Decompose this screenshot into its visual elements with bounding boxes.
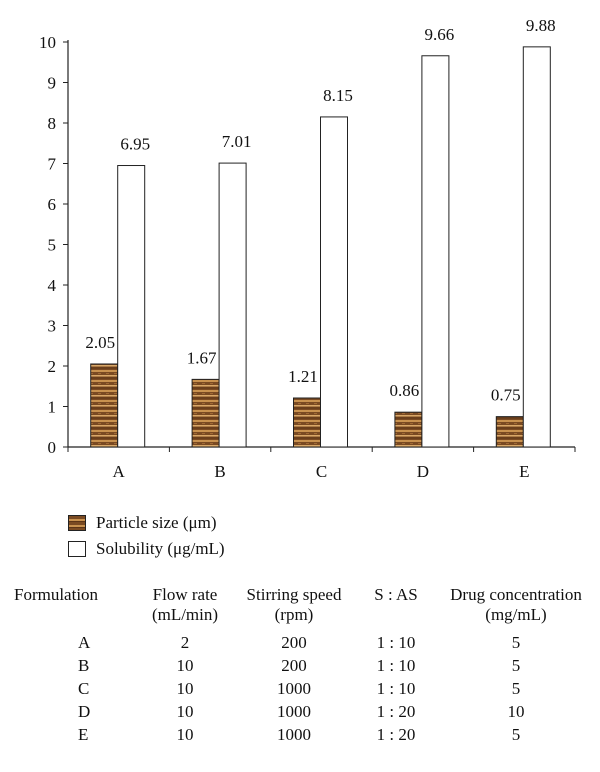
table-row: B 10 200 1 : 10 5 (14, 654, 596, 677)
table-row: D 10 1000 1 : 20 10 (14, 700, 596, 723)
table-cell: 200 (281, 655, 307, 675)
header-s-as: S : AS (356, 585, 436, 631)
table-cell: 5 (511, 632, 521, 652)
x-tick-label: D (417, 462, 429, 481)
header-flow-rate-line1: Flow rate (152, 585, 218, 604)
table-cell: B (78, 655, 90, 675)
header-drug-concentration-line1: Drug concentration (450, 585, 582, 604)
y-tick-label: 2 (48, 357, 57, 376)
table-cell: 10 (176, 678, 194, 698)
table-cell: 1000 (277, 678, 311, 698)
legend-swatch-particle-size (68, 515, 86, 531)
bar-particle-size-A (90, 363, 119, 448)
table-cell: 1 : 10 (376, 678, 416, 698)
header-s-as-line1: S : AS (374, 585, 418, 604)
table-cell: 10 (507, 701, 525, 721)
legend-label-particle-size: Particle size (μm) (96, 513, 217, 532)
table-row: C 10 1000 1 : 10 5 (14, 677, 596, 700)
y-tick-label: 4 (48, 276, 57, 295)
bar-solubility-A (117, 165, 146, 448)
data-label-particle-size-B: 1.67 (187, 348, 217, 367)
table-cell: 1000 (277, 724, 311, 744)
data-label-solubility-A: 6.95 (120, 135, 150, 154)
x-tick-label: C (316, 462, 327, 481)
bar-solubility-C (320, 116, 348, 448)
header-stirring-speed-line2: (rpm) (274, 605, 314, 624)
header-formulation-line1: Formulation (14, 585, 99, 604)
y-tick-label: 6 (48, 195, 57, 214)
header-drug-concentration: Drug concentration (mg/mL) (436, 585, 596, 631)
table-cell: 1 : 10 (376, 655, 416, 675)
legend-item-solubility: Solubility (μg/mL) (68, 536, 225, 562)
header-stirring-speed: Stirring speed (rpm) (232, 585, 356, 631)
table-cell: 1 : 20 (376, 724, 416, 744)
y-tick-label: 5 (48, 236, 57, 255)
data-label-particle-size-E: 0.75 (491, 386, 521, 405)
bar-particle-size-B (191, 378, 220, 448)
x-tick-label: A (113, 462, 126, 481)
table-cell: 10 (176, 655, 194, 675)
y-tick-label: 3 (48, 317, 57, 336)
data-label-particle-size-A: 2.05 (85, 333, 115, 352)
table-cell: A (78, 632, 91, 652)
formulation-parameters-table: Formulation Flow rate (mL/min) Stirring … (14, 585, 596, 746)
bar-particle-size-C (293, 397, 321, 448)
legend-item-particle-size: Particle size (μm) (68, 510, 225, 536)
table-cell: 5 (511, 724, 521, 744)
table-cell: 200 (281, 632, 307, 652)
table-cell: 5 (511, 655, 521, 675)
y-tick-label: 7 (48, 155, 57, 174)
y-tick-label: 10 (39, 33, 56, 52)
y-tick-label: 0 (48, 438, 57, 457)
table-cell: 1000 (277, 701, 311, 721)
data-label-particle-size-C: 1.21 (288, 367, 318, 386)
y-tick-label: 1 (48, 398, 57, 417)
data-label-solubility-E: 9.88 (526, 16, 556, 35)
bar-solubility-D (421, 55, 450, 448)
header-formulation: Formulation (14, 585, 138, 631)
table-row: A 2 200 1 : 10 5 (14, 631, 596, 654)
table-cell: 2 (180, 632, 190, 652)
y-tick-label: 8 (48, 114, 57, 133)
table-cell: C (78, 678, 90, 698)
data-label-particle-size-D: 0.86 (390, 381, 420, 400)
legend-swatch-solubility (68, 541, 86, 557)
bar-particle-size-D (394, 411, 423, 448)
table-cell: D (78, 701, 91, 721)
chart-legend: Particle size (μm) Solubility (μg/mL) (68, 510, 225, 562)
table-cell: E (78, 724, 89, 744)
table-row: E 10 1000 1 : 20 5 (14, 723, 596, 746)
x-tick-label: B (214, 462, 225, 481)
y-tick-label: 9 (48, 74, 57, 93)
x-tick-label: E (519, 462, 529, 481)
header-drug-concentration-line2: (mg/mL) (485, 605, 547, 624)
table-cell: 5 (511, 678, 521, 698)
bar-particle-size-E (495, 416, 524, 448)
data-label-solubility-D: 9.66 (425, 25, 455, 44)
bar-solubility-B (218, 162, 247, 448)
bar-solubility-E (522, 46, 551, 448)
table-cell: 1 : 10 (376, 632, 416, 652)
data-label-solubility-B: 7.01 (222, 132, 252, 151)
data-label-solubility-C: 8.15 (323, 86, 353, 105)
table-cell: 1 : 20 (376, 701, 416, 721)
header-flow-rate: Flow rate (mL/min) (138, 585, 232, 631)
header-stirring-speed-line1: Stirring speed (246, 585, 342, 604)
bar-chart: 0 1 2 3 4 5 6 7 8 9 10 A B C D E 2.05 6.95 1.67 7.01 1.21 8.… (39, 16, 576, 481)
table-cell: 10 (176, 724, 194, 744)
header-flow-rate-line2: (mL/min) (151, 605, 219, 624)
table-header-row: Formulation Flow rate (mL/min) Stirring … (14, 585, 596, 631)
legend-label-solubility: Solubility (μg/mL) (96, 539, 225, 558)
table-cell: 10 (176, 701, 194, 721)
